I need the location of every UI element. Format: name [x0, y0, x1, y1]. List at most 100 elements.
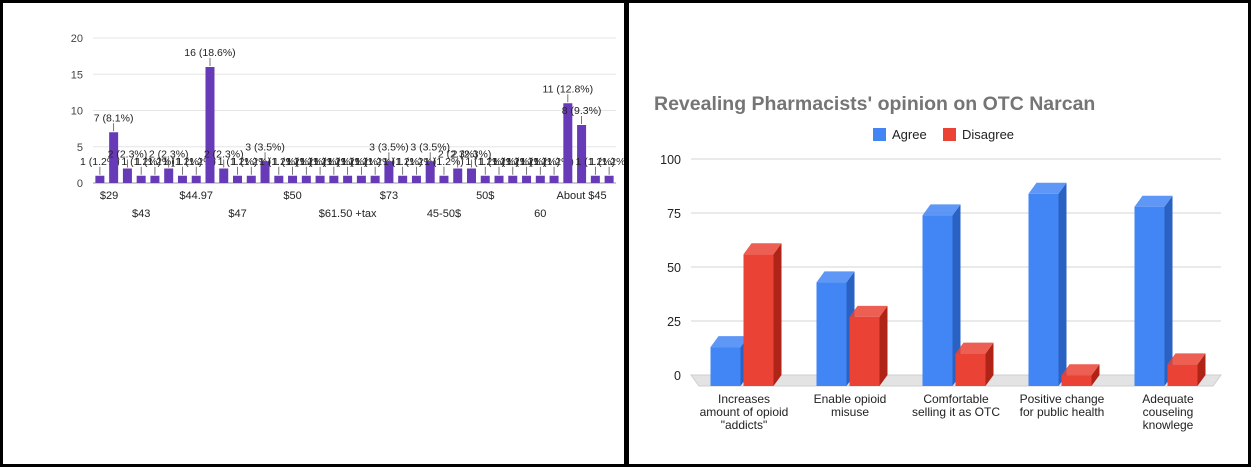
bar — [343, 175, 353, 183]
y-tick-label: 10 — [71, 106, 83, 118]
bar — [549, 175, 559, 183]
bar — [743, 254, 774, 386]
y-tick-label: 100 — [660, 153, 681, 167]
bar — [384, 161, 394, 183]
bar — [136, 175, 146, 183]
bar — [425, 161, 435, 183]
legend-swatch — [873, 128, 886, 141]
bar — [577, 125, 587, 183]
bar — [315, 175, 325, 183]
category-label: misuse — [831, 405, 869, 419]
x-tick-label: 45-50$ — [427, 208, 461, 220]
bar — [535, 175, 545, 183]
data-label: 1 (1.2%) — [520, 156, 560, 168]
narcan-opinion-chart: Revealing Pharmacists' opinion on OTC Na… — [654, 93, 1222, 432]
data-label: 1 (1.2%) — [163, 156, 203, 168]
category-label: Positive change — [1020, 392, 1105, 406]
bar — [1167, 364, 1198, 386]
y-tick-label: 75 — [667, 207, 681, 221]
bar-top — [849, 305, 888, 317]
y-tick-label: 0 — [674, 369, 681, 383]
data-label: 1 (1.2%) — [328, 156, 368, 168]
bar — [439, 175, 449, 183]
bar — [246, 175, 256, 183]
data-label: 1 (1.2%) — [259, 156, 299, 168]
bar — [1028, 193, 1059, 386]
data-label: 1 (1.2%) — [507, 156, 547, 168]
bar — [1134, 206, 1165, 386]
data-label: 1 (1.2%) — [589, 156, 624, 168]
legend-label: Agree — [892, 127, 927, 142]
data-label: 1 (1.2%) — [576, 156, 616, 168]
bar-top — [1134, 195, 1173, 207]
bar-top — [1167, 353, 1206, 365]
data-label: 1 (1.2%) — [383, 156, 423, 168]
bar-side — [773, 243, 782, 386]
bar — [150, 175, 160, 183]
bar-side — [1164, 195, 1173, 386]
bar — [710, 347, 741, 386]
x-tick-label: $44.97 — [179, 190, 213, 202]
data-label: 1 (1.2%) — [465, 156, 505, 168]
data-label: 8 (9.3%) — [562, 105, 602, 117]
bar-side — [952, 204, 961, 386]
bar — [356, 175, 366, 183]
data-label: 3 (3.5%) — [369, 141, 409, 153]
category-label: knowlege — [1143, 418, 1194, 432]
x-tick-label: $29 — [100, 190, 118, 202]
bar — [177, 175, 187, 183]
bar — [95, 175, 105, 183]
bar — [466, 168, 476, 183]
bar-top — [955, 342, 994, 354]
category-label: for public health — [1020, 405, 1105, 419]
bar — [508, 175, 518, 183]
data-label: 2 (2.3%) — [108, 149, 148, 161]
bar — [522, 175, 532, 183]
bar — [453, 168, 463, 183]
bar — [288, 175, 298, 183]
data-label: 1 (1.2%) — [342, 156, 382, 168]
category-label: Enable opioid — [814, 392, 887, 406]
bar — [164, 168, 174, 183]
data-label: 1 (1.2%) — [218, 156, 258, 168]
bar-top — [922, 204, 961, 216]
data-label: 16 (18.6%) — [184, 47, 235, 59]
data-label: 2 (2.3%) — [438, 149, 478, 161]
bar-side — [879, 305, 888, 386]
data-label: 1 (1.2%) — [314, 156, 354, 168]
chart-title: Revealing Pharmacists' opinion on OTC Na… — [654, 93, 1095, 115]
category-label: Adequate — [1142, 392, 1194, 406]
bar — [411, 175, 421, 183]
data-label: 11 (12.8%) — [543, 83, 594, 95]
data-label: 1 (1.2%) — [135, 156, 175, 168]
bar — [233, 175, 243, 183]
category-label: couseling — [1143, 405, 1194, 419]
data-label: 1 (1.2%) — [479, 156, 519, 168]
x-tick-label: 60 — [534, 208, 546, 220]
legend-label: Disagree — [962, 127, 1014, 142]
data-label: 3 (3.5%) — [410, 141, 450, 153]
bar — [604, 175, 614, 183]
bar — [816, 282, 847, 386]
legend-swatch — [943, 128, 956, 141]
bar — [590, 175, 600, 183]
category-label: selling it as OTC — [912, 405, 1000, 419]
data-label: 1 (1.2%) — [273, 156, 313, 168]
category-label: amount of opioid — [700, 405, 789, 419]
bar-top — [1028, 182, 1067, 194]
bar-top — [710, 336, 749, 348]
y-tick-label: 20 — [71, 33, 83, 45]
bar-side — [985, 342, 994, 386]
category-label: "addicts" — [721, 418, 768, 432]
x-tick-label: $47 — [228, 208, 246, 220]
bar-side — [1197, 353, 1206, 386]
data-label: 7 (8.1%) — [94, 112, 134, 124]
bar — [955, 353, 986, 386]
left-panel: 0 5 10 15 20 1 (1.2%) 7 (8.1%) 2 (2.3%) 1 (1.2%)… — [3, 3, 624, 464]
bar — [191, 175, 201, 183]
bar — [205, 67, 215, 183]
y-tick-label: 25 — [667, 315, 681, 329]
data-label: 2 (2.3%) — [149, 149, 189, 161]
data-label: 1 (1.2%) — [493, 156, 533, 168]
